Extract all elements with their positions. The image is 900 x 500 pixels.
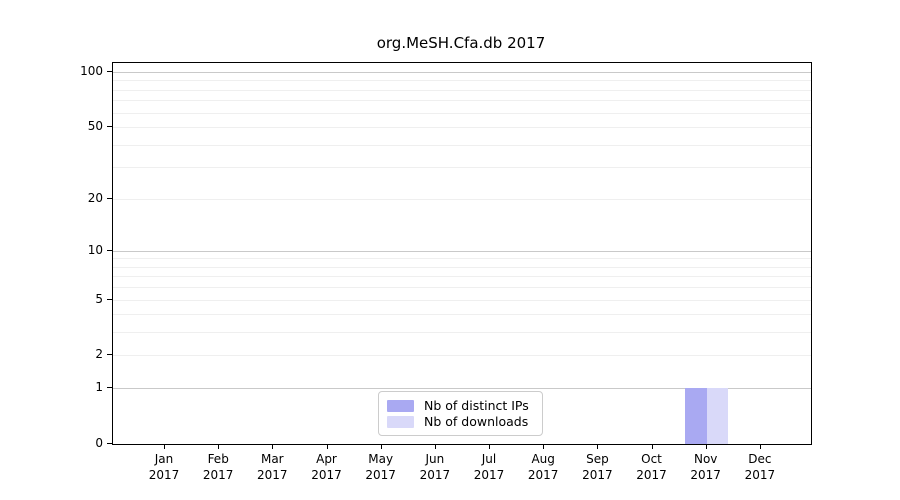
y-axis-tick-label: 2 <box>95 347 103 362</box>
y-axis-tick <box>107 443 112 444</box>
x-axis-tick <box>543 444 545 449</box>
legend-swatch <box>387 399 414 412</box>
minor-gridline <box>113 287 811 289</box>
major-gridline <box>113 72 811 73</box>
minor-gridline <box>113 258 811 260</box>
x-axis-tick <box>380 444 382 449</box>
y-axis-tick-label: 50 <box>87 119 103 134</box>
minor-gridline <box>113 299 811 301</box>
x-axis-tick <box>651 444 653 449</box>
y-axis-tick-label: 0 <box>95 436 103 450</box>
x-axis-tick-label: Aug 2017 <box>527 452 559 482</box>
x-axis-tick-label: Apr 2017 <box>311 452 342 482</box>
minor-gridline <box>113 100 811 102</box>
x-axis-tick <box>326 444 328 449</box>
legend-item: Nb of distinct IPs <box>387 398 532 413</box>
minor-gridline <box>113 80 811 82</box>
y-axis-tick-label: 20 <box>87 190 103 205</box>
major-gridline <box>113 388 811 390</box>
minor-gridline <box>113 266 811 268</box>
x-axis-tick-label: May 2017 <box>365 452 396 482</box>
x-axis-tick <box>164 444 165 449</box>
y-axis-tick-label: 1 <box>95 380 103 395</box>
x-axis-tick <box>272 444 274 449</box>
y-axis-tick <box>107 126 112 128</box>
x-axis-tick-label: Jul 2017 <box>473 452 505 482</box>
y-axis-tick-label: 5 <box>95 291 103 306</box>
chart-title: org.MeSH.Cfa.db 2017 <box>376 34 546 52</box>
bar-distinct-ips <box>685 388 707 444</box>
legend: Nb of distinct IPs Nb of downloads <box>378 391 543 436</box>
minor-gridline <box>113 144 811 146</box>
y-axis-tick <box>107 197 112 199</box>
minor-gridline <box>113 89 811 91</box>
minor-gridline <box>113 112 811 114</box>
x-axis-tick-label: Dec 2017 <box>744 452 776 482</box>
bar-downloads <box>706 388 729 444</box>
x-axis-tick <box>597 444 599 449</box>
y-axis-tick-label: 100 <box>80 64 103 78</box>
legend-item: Nb of downloads <box>387 414 532 429</box>
x-axis-tick-label: Mar 2017 <box>257 452 288 482</box>
minor-gridline <box>113 198 811 200</box>
minor-gridline <box>113 314 811 316</box>
major-gridline <box>113 250 811 252</box>
y-axis-tick <box>107 71 112 72</box>
legend-swatch <box>387 415 414 428</box>
plot-area <box>112 62 812 445</box>
y-axis-tick <box>107 354 112 356</box>
x-axis-tick-label: Jun 2017 <box>419 452 451 482</box>
x-axis-tick-label: Oct 2017 <box>636 452 667 482</box>
minor-gridline <box>113 355 811 357</box>
minor-gridline <box>113 167 811 169</box>
x-axis-tick-label: Nov 2017 <box>690 452 721 482</box>
minor-gridline <box>113 127 811 129</box>
legend-label: Nb of downloads <box>424 414 529 429</box>
x-axis-tick-label: Jan 2017 <box>148 452 180 482</box>
x-axis-tick-label: Sep 2017 <box>582 452 613 482</box>
y-axis-tick <box>107 298 112 300</box>
y-axis-tick <box>107 249 112 251</box>
legend-label: Nb of distinct IPs <box>424 398 529 413</box>
x-axis-tick-label: Feb 2017 <box>202 452 234 482</box>
y-axis-tick <box>107 387 112 389</box>
minor-gridline <box>113 332 811 334</box>
x-axis-tick <box>705 444 707 449</box>
minor-gridline <box>113 276 811 278</box>
x-axis-tick <box>759 444 761 449</box>
y-axis-tick-label: 10 <box>87 242 103 257</box>
x-axis-tick <box>434 444 436 449</box>
x-axis-tick <box>218 444 220 449</box>
x-axis-tick <box>489 444 490 449</box>
